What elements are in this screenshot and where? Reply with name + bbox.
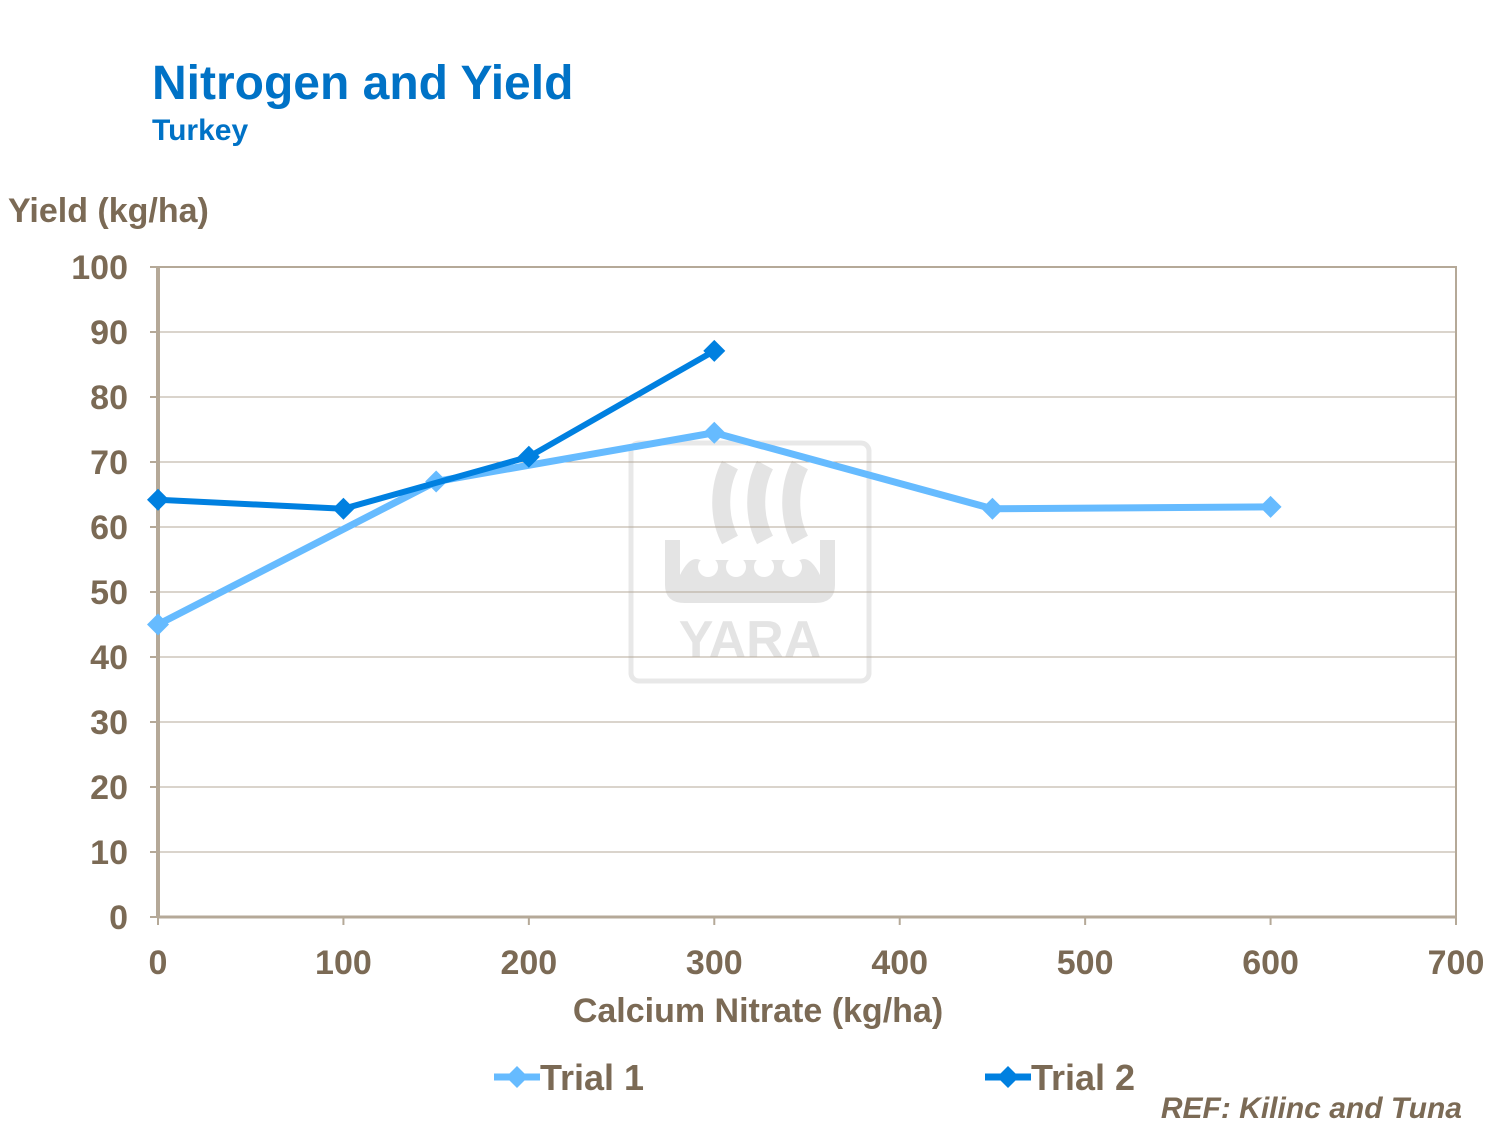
watermark-ship (665, 540, 835, 603)
data-point (703, 339, 726, 362)
y-tick-label: 0 (109, 899, 128, 937)
series-trial-1 (147, 421, 1282, 636)
watermark-shield (782, 557, 802, 577)
y-tick-label: 30 (90, 704, 128, 742)
data-point (1259, 495, 1282, 518)
y-tick-label: 60 (90, 509, 128, 547)
y-tick-label: 40 (90, 639, 128, 677)
x-tick-label: 300 (686, 944, 743, 982)
x-tick-label: 600 (1242, 944, 1299, 982)
watermark-wave (747, 460, 774, 545)
data-point (703, 421, 726, 444)
data-point (981, 497, 1004, 520)
series-line (157, 348, 716, 512)
yara-watermark-logo: YARA (628, 440, 872, 684)
data-point (147, 488, 169, 511)
y-tick-label: 50 (90, 574, 128, 612)
data-point (147, 613, 169, 636)
reference-note: REF: Kilinc and Tuna (1160, 1092, 1462, 1125)
y-tick-label: 10 (90, 834, 128, 872)
y-tick-label: 80 (90, 379, 128, 417)
x-tick-label: 400 (871, 944, 928, 982)
watermark-shield (726, 557, 746, 577)
legend-marker (506, 1066, 528, 1088)
data-point (517, 445, 540, 468)
watermark-wave (712, 460, 739, 545)
x-tick-label: 0 (149, 944, 168, 982)
y-tick-label: 100 (71, 249, 128, 287)
watermark-shield (698, 557, 718, 577)
y-tick-label: 70 (90, 444, 128, 482)
watermark-shield (754, 557, 774, 577)
x-axis-label: Calcium Nitrate (kg/ha) (572, 992, 944, 1030)
series-trial-2 (147, 339, 726, 520)
y-axis-label: Yield (kg/ha) (8, 192, 209, 230)
y-tick-label: 90 (90, 314, 128, 352)
chart-title: Nitrogen and Yield (152, 57, 574, 110)
chart-subtitle: Turkey (152, 114, 249, 147)
x-tick-label: 200 (500, 944, 557, 982)
watermark-text: YARA (679, 611, 822, 669)
legend-label: Trial 1 (540, 1057, 644, 1098)
watermark-wave (782, 460, 809, 545)
legend-marker (997, 1066, 1019, 1088)
x-tick-label: 700 (1428, 944, 1485, 982)
x-tick-label: 100 (315, 944, 372, 982)
legend-label: Trial 2 (1031, 1057, 1135, 1098)
y-tick-label: 20 (90, 769, 128, 807)
x-tick-label: 500 (1057, 944, 1114, 982)
data-point (332, 497, 355, 520)
